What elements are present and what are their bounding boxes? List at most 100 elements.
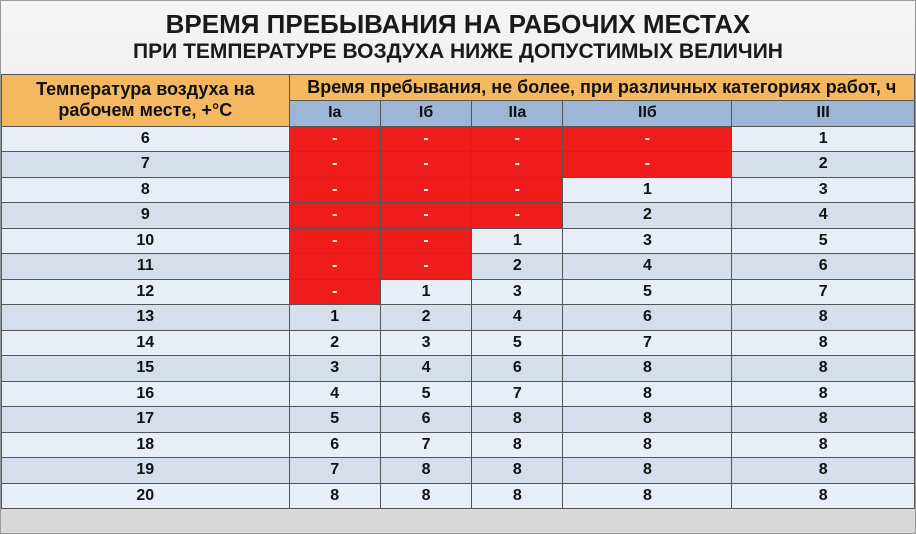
temp-cell: 16 bbox=[2, 381, 290, 407]
value-cell: 6 bbox=[380, 407, 471, 433]
value-cell: - bbox=[289, 254, 380, 280]
title-line1: ВРЕМЯ ПРЕБЫВАНИЯ НА РАБОЧИХ МЕСТАХ bbox=[11, 9, 905, 40]
temp-cell: 19 bbox=[2, 458, 290, 484]
value-cell: 8 bbox=[732, 356, 915, 382]
value-cell: - bbox=[380, 152, 471, 178]
temp-cell: 7 bbox=[2, 152, 290, 178]
value-cell: - bbox=[472, 203, 563, 229]
title-line2: ПРИ ТЕМПЕРАТУРЕ ВОЗДУХА НИЖЕ ДОПУСТИМЫХ … bbox=[11, 40, 905, 64]
category-header-1: Iб bbox=[380, 101, 471, 127]
table-row: 1978888 bbox=[2, 458, 915, 484]
data-table: Температура воздуха на рабочем месте, +°… bbox=[1, 74, 915, 509]
temp-cell: 18 bbox=[2, 432, 290, 458]
value-cell: 6 bbox=[472, 356, 563, 382]
value-cell: 8 bbox=[563, 432, 732, 458]
value-cell: 7 bbox=[563, 330, 732, 356]
value-cell: - bbox=[472, 126, 563, 152]
temp-cell: 17 bbox=[2, 407, 290, 433]
title-block: ВРЕМЯ ПРЕБЫВАНИЯ НА РАБОЧИХ МЕСТАХ ПРИ Т… bbox=[1, 1, 915, 74]
value-cell: 4 bbox=[289, 381, 380, 407]
value-cell: 8 bbox=[732, 458, 915, 484]
value-cell: 8 bbox=[732, 305, 915, 331]
value-cell: 8 bbox=[563, 381, 732, 407]
value-cell: 8 bbox=[472, 432, 563, 458]
value-cell: 8 bbox=[563, 458, 732, 484]
temp-cell: 14 bbox=[2, 330, 290, 356]
value-cell: 8 bbox=[563, 356, 732, 382]
value-cell: - bbox=[289, 228, 380, 254]
value-cell: - bbox=[380, 228, 471, 254]
value-cell: 7 bbox=[289, 458, 380, 484]
value-cell: 2 bbox=[472, 254, 563, 280]
table-row: 10--135 bbox=[2, 228, 915, 254]
category-header-4: III bbox=[732, 101, 915, 127]
value-cell: 8 bbox=[732, 483, 915, 509]
header-temperature: Температура воздуха на рабочем месте, +°… bbox=[2, 75, 290, 127]
value-cell: 8 bbox=[732, 330, 915, 356]
value-cell: - bbox=[289, 126, 380, 152]
value-cell: 8 bbox=[289, 483, 380, 509]
value-cell: - bbox=[380, 126, 471, 152]
value-cell: 6 bbox=[289, 432, 380, 458]
table-row: 12-1357 bbox=[2, 279, 915, 305]
value-cell: 4 bbox=[732, 203, 915, 229]
temp-cell: 12 bbox=[2, 279, 290, 305]
table-body: 6----17----28---139---2410--13511--24612… bbox=[2, 126, 915, 509]
value-cell: 5 bbox=[732, 228, 915, 254]
value-cell: 2 bbox=[289, 330, 380, 356]
value-cell: 3 bbox=[563, 228, 732, 254]
value-cell: 5 bbox=[380, 381, 471, 407]
table-row: 2088888 bbox=[2, 483, 915, 509]
value-cell: 7 bbox=[380, 432, 471, 458]
value-cell: 3 bbox=[380, 330, 471, 356]
value-cell: 1 bbox=[289, 305, 380, 331]
table-row: 7----2 bbox=[2, 152, 915, 178]
value-cell: 2 bbox=[563, 203, 732, 229]
value-cell: 8 bbox=[563, 483, 732, 509]
table-row: 1423578 bbox=[2, 330, 915, 356]
value-cell: - bbox=[563, 126, 732, 152]
value-cell: - bbox=[380, 177, 471, 203]
value-cell: - bbox=[289, 279, 380, 305]
value-cell: 3 bbox=[289, 356, 380, 382]
value-cell: 6 bbox=[563, 305, 732, 331]
value-cell: 1 bbox=[732, 126, 915, 152]
value-cell: - bbox=[380, 203, 471, 229]
value-cell: 1 bbox=[563, 177, 732, 203]
value-cell: 1 bbox=[472, 228, 563, 254]
table-row: 1756888 bbox=[2, 407, 915, 433]
value-cell: 8 bbox=[732, 381, 915, 407]
value-cell: 4 bbox=[472, 305, 563, 331]
table-row: 1312468 bbox=[2, 305, 915, 331]
value-cell: 2 bbox=[732, 152, 915, 178]
value-cell: - bbox=[472, 177, 563, 203]
value-cell: 4 bbox=[380, 356, 471, 382]
value-cell: 3 bbox=[472, 279, 563, 305]
value-cell: 1 bbox=[380, 279, 471, 305]
value-cell: 5 bbox=[289, 407, 380, 433]
value-cell: - bbox=[563, 152, 732, 178]
temp-cell: 6 bbox=[2, 126, 290, 152]
temp-cell: 10 bbox=[2, 228, 290, 254]
temp-cell: 20 bbox=[2, 483, 290, 509]
value-cell: 8 bbox=[472, 407, 563, 433]
value-cell: - bbox=[472, 152, 563, 178]
category-header-3: IIб bbox=[563, 101, 732, 127]
value-cell: 8 bbox=[472, 483, 563, 509]
value-cell: 5 bbox=[563, 279, 732, 305]
temp-cell: 13 bbox=[2, 305, 290, 331]
value-cell: 8 bbox=[732, 432, 915, 458]
table-row: 6----1 bbox=[2, 126, 915, 152]
table-row: 1867888 bbox=[2, 432, 915, 458]
value-cell: 8 bbox=[380, 483, 471, 509]
value-cell: 7 bbox=[472, 381, 563, 407]
value-cell: 6 bbox=[732, 254, 915, 280]
value-cell: 8 bbox=[732, 407, 915, 433]
value-cell: - bbox=[289, 177, 380, 203]
value-cell: - bbox=[380, 254, 471, 280]
table-row: 11--246 bbox=[2, 254, 915, 280]
category-header-0: Iа bbox=[289, 101, 380, 127]
table-row: 1534688 bbox=[2, 356, 915, 382]
value-cell: 2 bbox=[380, 305, 471, 331]
table-row: 8---13 bbox=[2, 177, 915, 203]
